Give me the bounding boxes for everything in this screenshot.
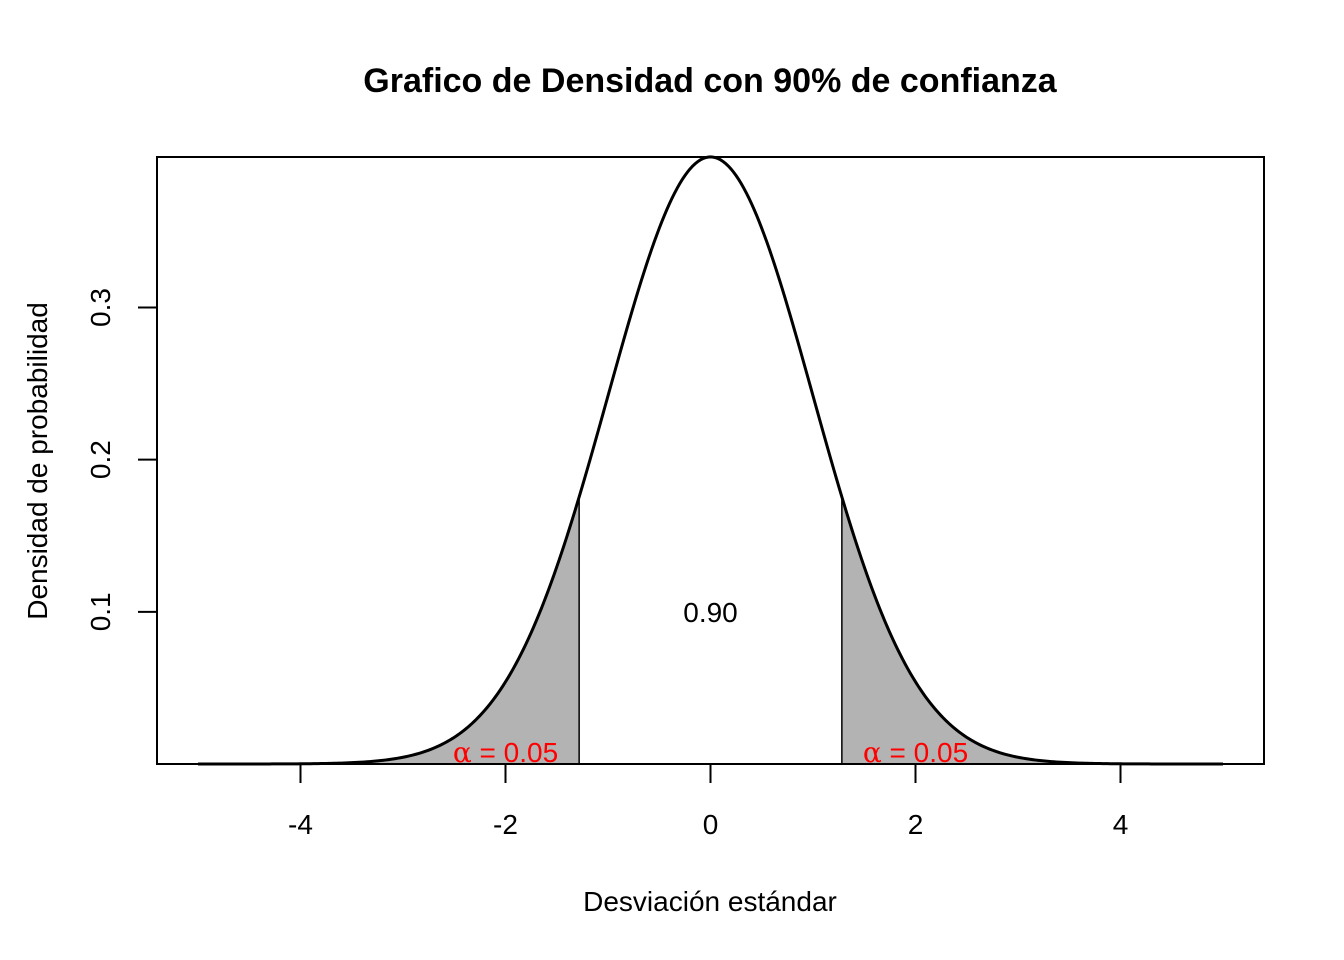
y-axis: 0.1 0.2 0.3 [85,288,158,631]
shaded-tails [198,496,1223,765]
shaded-tail-left [198,496,580,765]
x-tick-label: 0 [703,809,719,840]
x-tick-label: 2 [908,809,924,840]
plot-frame [156,156,1265,765]
confidence-label: 0.90 [683,597,738,628]
chart-title: Grafico de Densidad con 90% de confianza [363,62,1057,100]
x-axis: -4 -2 0 2 4 [288,763,1129,840]
x-tick-label: -2 [493,809,518,840]
y-tick-label: 0.2 [85,440,116,479]
annotations: 0.90 α = 0.05 α = 0.05 [453,597,968,769]
x-tick-label: -4 [288,809,313,840]
y-tick-label: 0.3 [85,288,116,327]
alpha-label: α = 0.05 [453,736,558,769]
density-curve-group [198,155,1223,766]
y-axis-label: Densidad de probabilidad [22,302,53,620]
shaded-tail-right [841,496,1223,765]
density-curve [198,155,1223,766]
y-tick-label: 0.1 [85,592,116,631]
alpha-label: α = 0.05 [863,736,968,769]
x-axis-label: Desviación estándar [583,886,837,917]
x-tick-label: 4 [1113,809,1129,840]
